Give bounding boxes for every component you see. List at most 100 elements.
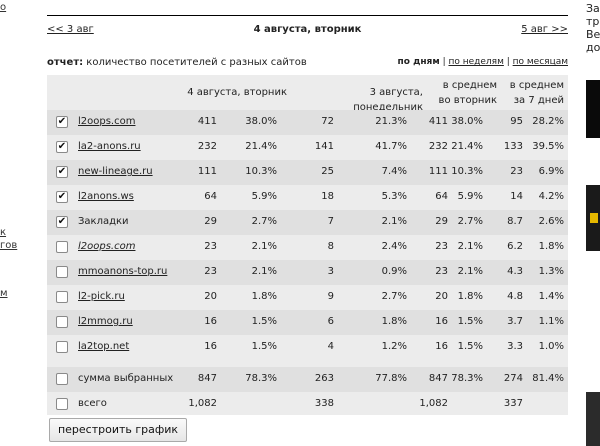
left-fragment-4[interactable]: м	[0, 288, 8, 299]
rebuild-chart-button[interactable]: перестроить график	[49, 418, 187, 442]
cell-c3: 16	[435, 341, 448, 352]
row-label: сумма выбранных	[78, 373, 174, 384]
cell-c3: 20	[435, 291, 448, 302]
cell-c3: 23	[435, 266, 448, 277]
cell-p3: 38.0%	[451, 116, 483, 127]
cell-p3: 1.5%	[457, 316, 483, 327]
row-checkbox[interactable]	[56, 341, 68, 353]
current-date: 4 августа, вторник	[253, 24, 362, 35]
banner-image-2[interactable]	[586, 185, 600, 251]
cell-p1: 2.7%	[251, 216, 277, 227]
cell-c2: 9	[327, 291, 334, 302]
cell-c2: 141	[314, 141, 334, 152]
cell-c4: 14	[510, 191, 523, 202]
cell-c3: 232	[428, 141, 448, 152]
prev-day-link[interactable]: << 3 авг	[47, 24, 94, 35]
cell-c4: 8.7	[507, 216, 523, 227]
period-months[interactable]: по месяцам	[512, 57, 568, 67]
cell-c1: 1,082	[188, 398, 217, 409]
summary-row: сумма выбранных 847 78.3% 263 77.8% 847 78.3% 2…	[47, 367, 568, 392]
cell-p3: 1.5%	[457, 341, 483, 352]
cell-c2: 25	[321, 166, 334, 177]
cell-p2: 2.4%	[381, 241, 407, 252]
cell-p4: 81.4%	[532, 373, 564, 384]
cell-p3: 2.1%	[457, 266, 483, 277]
row-checkbox[interactable]: ✔	[56, 166, 68, 178]
cell-p1: 5.9%	[251, 191, 277, 202]
date-navigation: 4 августа, вторник << 3 авг 5 авг >>	[47, 24, 568, 38]
cell-p1: 2.1%	[251, 266, 277, 277]
period-weeks[interactable]: по неделям	[448, 57, 504, 67]
site-link[interactable]: l2-pick.ru	[78, 291, 125, 302]
cell-p1: 1.5%	[251, 316, 277, 327]
right-fragment-3: Ве	[586, 28, 600, 41]
cell-c4: 3.7	[507, 316, 523, 327]
cell-c3: 111	[428, 166, 448, 177]
cell-c1: 23	[204, 266, 217, 277]
banner-image-3[interactable]	[586, 392, 600, 446]
top-divider	[47, 15, 568, 16]
cell-c2: 4	[327, 341, 334, 352]
cell-p1: 38.0%	[245, 116, 277, 127]
cell-p3: 1.8%	[457, 291, 483, 302]
cell-c3: 23	[435, 241, 448, 252]
cell-c2: 3	[327, 266, 334, 277]
banner-mark	[590, 213, 598, 223]
next-day-link[interactable]: 5 авг >>	[521, 24, 568, 35]
report-label: отчет:	[47, 57, 84, 68]
left-fragment-2[interactable]: к	[0, 227, 7, 238]
total-row: всего 1,082 338 1,082 337	[47, 392, 568, 417]
period-days[interactable]: по дням	[397, 57, 440, 67]
table-row: l2mmog.ru 16 1.5% 6 1.8% 16 1.5% 3.7 1.1%	[47, 310, 568, 335]
cell-c3: 1,082	[419, 398, 448, 409]
site-link[interactable]: l2oops.com	[78, 241, 136, 252]
banner-image-1[interactable]	[586, 80, 600, 138]
cell-c1: 16	[204, 316, 217, 327]
cell-c2: 263	[314, 373, 334, 384]
table-row: ✔ l2anons.ws 64 5.9% 18 5.3% 64 5.9% 14 4.2%	[47, 185, 568, 210]
site-link[interactable]: la2top.net	[78, 341, 130, 352]
cell-p2: 1.8%	[381, 316, 407, 327]
right-fragment-2: тр	[586, 15, 600, 28]
cell-c2: 338	[314, 398, 334, 409]
site-link[interactable]: new-lineage.ru	[78, 166, 153, 177]
site-link[interactable]: la2-anons.ru	[78, 141, 141, 152]
site-link[interactable]: l2anons.ws	[78, 191, 134, 202]
cell-c1: 23	[204, 241, 217, 252]
cell-p4: 39.5%	[532, 141, 564, 152]
cell-c1: 847	[197, 373, 217, 384]
cell-p1: 1.8%	[251, 291, 277, 302]
cell-p2: 2.1%	[381, 216, 407, 227]
row-checkbox[interactable]: ✔	[56, 141, 68, 153]
cell-c2: 7	[327, 216, 334, 227]
row-checkbox[interactable]	[56, 291, 68, 303]
cell-p2: 77.8%	[375, 373, 407, 384]
report-title: количество посетителей с разных сайтов	[86, 57, 307, 68]
cell-p4: 1.8%	[538, 241, 564, 252]
cell-c4: 95	[510, 116, 523, 127]
site-link[interactable]: l2mmog.ru	[78, 316, 133, 327]
cell-c4: 133	[503, 141, 523, 152]
cell-c4: 337	[503, 398, 523, 409]
row-checkbox[interactable]	[56, 373, 68, 385]
left-fragment-3[interactable]: гов	[0, 240, 18, 251]
cell-p4: 4.2%	[538, 191, 564, 202]
table-row: ✔ Закладки 29 2.7% 7 2.1% 29 2.7% 8.7 2.6%	[47, 210, 568, 235]
cell-c4: 6.2	[507, 241, 523, 252]
row-checkbox[interactable]	[56, 266, 68, 278]
row-checkbox[interactable]: ✔	[56, 191, 68, 203]
row-checkbox[interactable]	[56, 241, 68, 253]
site-link[interactable]: l2oops.com	[78, 116, 136, 127]
cell-p2: 2.7%	[381, 291, 407, 302]
col-yesterday: 3 августа, понедельник	[353, 87, 423, 113]
col-avg-weekday-line1: в среднем	[442, 80, 497, 91]
row-checkbox[interactable]: ✔	[56, 216, 68, 228]
row-checkbox[interactable]	[56, 398, 68, 410]
left-fragment-1[interactable]: о	[0, 2, 7, 13]
row-checkbox[interactable]: ✔	[56, 116, 68, 128]
site-link[interactable]: mmoanons-top.ru	[78, 266, 168, 277]
cell-c4: 274	[503, 373, 523, 384]
row-checkbox[interactable]	[56, 316, 68, 328]
cell-p2: 0.9%	[381, 266, 407, 277]
col-today: 4 августа, вторник	[187, 87, 287, 98]
